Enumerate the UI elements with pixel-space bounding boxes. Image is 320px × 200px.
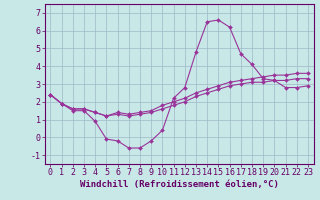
- X-axis label: Windchill (Refroidissement éolien,°C): Windchill (Refroidissement éolien,°C): [80, 180, 279, 189]
